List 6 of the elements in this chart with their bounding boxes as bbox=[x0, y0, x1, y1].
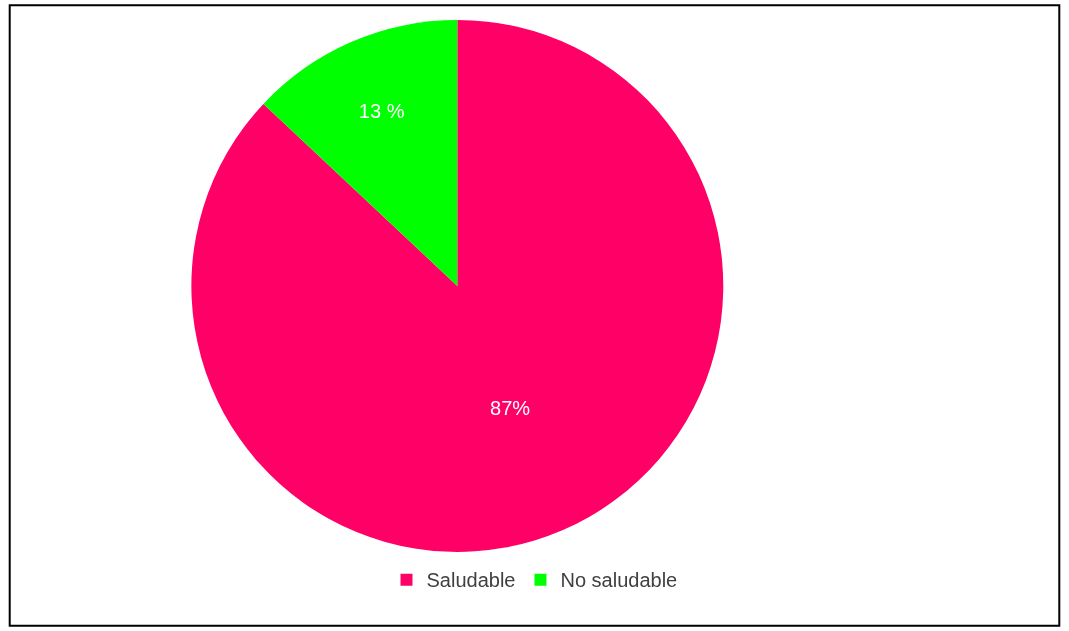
pie-slice bbox=[191, 20, 723, 552]
legend-label: Saludable bbox=[426, 569, 516, 592]
data-label: 13 % bbox=[358, 100, 405, 123]
data-label: 87% bbox=[490, 396, 531, 419]
pie-slice bbox=[263, 20, 458, 286]
legend-label: No saludable bbox=[560, 569, 678, 592]
